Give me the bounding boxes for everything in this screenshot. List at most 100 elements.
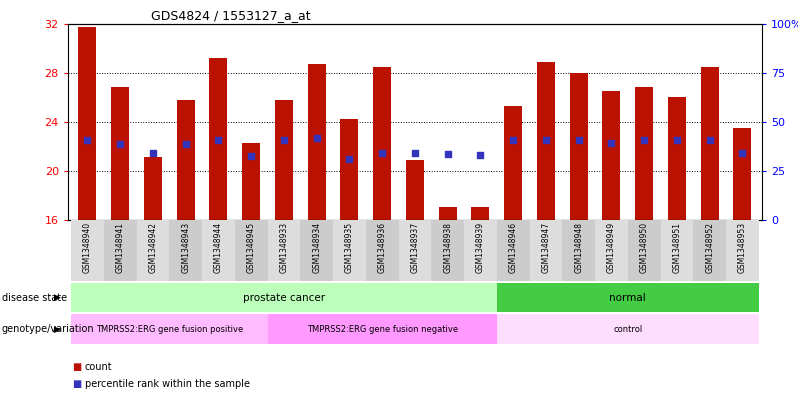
Bar	[202, 220, 235, 281]
Bar	[497, 314, 759, 344]
Point	[638, 137, 650, 143]
Text: GSM1348938: GSM1348938	[443, 222, 452, 273]
Bar	[406, 160, 424, 220]
Bar	[243, 143, 260, 220]
Bar	[373, 66, 391, 220]
Bar	[628, 220, 661, 281]
Text: GSM1348934: GSM1348934	[312, 222, 322, 273]
Bar	[111, 87, 129, 220]
Point	[539, 137, 552, 143]
Point	[507, 137, 519, 143]
Bar	[693, 220, 726, 281]
Point	[343, 156, 356, 162]
Text: control: control	[613, 325, 642, 334]
Text: prostate cancer: prostate cancer	[243, 293, 325, 303]
Text: ■: ■	[72, 379, 81, 389]
Point	[670, 137, 683, 143]
Text: ▶: ▶	[54, 325, 61, 334]
Bar	[726, 220, 759, 281]
Bar	[635, 87, 654, 220]
Point	[441, 151, 454, 157]
Bar	[570, 73, 587, 220]
Text: ▶: ▶	[54, 293, 61, 302]
Text: GSM1348942: GSM1348942	[148, 222, 157, 273]
Bar	[136, 220, 169, 281]
Point	[81, 137, 94, 143]
Bar	[432, 220, 464, 281]
Text: GSM1348953: GSM1348953	[738, 222, 747, 273]
Bar	[267, 220, 300, 281]
Bar	[497, 220, 530, 281]
Bar	[341, 119, 358, 220]
Point	[572, 137, 585, 143]
Text: GDS4824 / 1553127_a_at: GDS4824 / 1553127_a_at	[151, 9, 310, 22]
Point	[212, 137, 225, 143]
Text: disease state: disease state	[2, 293, 67, 303]
Text: GSM1348944: GSM1348944	[214, 222, 223, 273]
Bar	[365, 220, 398, 281]
Bar	[144, 158, 162, 220]
Bar	[176, 100, 195, 220]
Text: TMPRSS2:ERG gene fusion negative: TMPRSS2:ERG gene fusion negative	[306, 325, 458, 334]
Point	[736, 149, 749, 156]
Point	[605, 140, 618, 146]
Text: GSM1348937: GSM1348937	[410, 222, 420, 273]
Text: GSM1348945: GSM1348945	[247, 222, 255, 273]
Point	[474, 152, 487, 158]
Bar	[472, 207, 489, 220]
Text: normal: normal	[610, 293, 646, 303]
Bar	[668, 97, 686, 220]
Point	[310, 135, 323, 141]
Bar	[398, 220, 432, 281]
Bar	[308, 64, 326, 220]
Text: count: count	[85, 362, 113, 373]
Bar	[563, 220, 595, 281]
Text: GSM1348933: GSM1348933	[279, 222, 288, 273]
Bar	[595, 220, 628, 281]
Bar	[333, 220, 365, 281]
Text: GSM1348949: GSM1348949	[607, 222, 616, 273]
Text: genotype/variation: genotype/variation	[2, 324, 94, 334]
Text: GSM1348952: GSM1348952	[705, 222, 714, 273]
Point	[376, 149, 389, 156]
Text: GSM1348946: GSM1348946	[508, 222, 518, 273]
Bar	[602, 91, 621, 220]
Bar	[235, 220, 267, 281]
Bar	[71, 314, 267, 344]
Point	[180, 141, 192, 147]
Bar	[275, 100, 293, 220]
Text: GSM1348943: GSM1348943	[181, 222, 190, 273]
Bar	[300, 220, 333, 281]
Bar	[209, 58, 227, 220]
Text: GSM1348936: GSM1348936	[377, 222, 387, 273]
Point	[147, 149, 160, 156]
Bar	[71, 283, 497, 312]
Point	[114, 141, 127, 147]
Bar	[497, 283, 759, 312]
Text: GSM1348941: GSM1348941	[116, 222, 124, 273]
Bar	[78, 27, 97, 220]
Text: GSM1348939: GSM1348939	[476, 222, 485, 273]
Bar	[267, 314, 497, 344]
Bar	[733, 128, 752, 220]
Bar	[439, 207, 456, 220]
Text: ■: ■	[72, 362, 81, 373]
Text: GSM1348935: GSM1348935	[345, 222, 354, 273]
Bar	[530, 220, 563, 281]
Text: percentile rank within the sample: percentile rank within the sample	[85, 379, 250, 389]
Text: GSM1348950: GSM1348950	[640, 222, 649, 273]
Text: GSM1348948: GSM1348948	[575, 222, 583, 273]
Bar	[537, 62, 555, 220]
Point	[278, 137, 290, 143]
Bar	[701, 66, 719, 220]
Text: GSM1348947: GSM1348947	[542, 222, 551, 273]
Text: GSM1348951: GSM1348951	[673, 222, 681, 273]
Bar	[661, 220, 693, 281]
Point	[703, 137, 716, 143]
Text: GSM1348940: GSM1348940	[83, 222, 92, 273]
Bar	[104, 220, 136, 281]
Bar	[169, 220, 202, 281]
Bar	[71, 220, 104, 281]
Bar	[464, 220, 497, 281]
Bar	[504, 106, 522, 220]
